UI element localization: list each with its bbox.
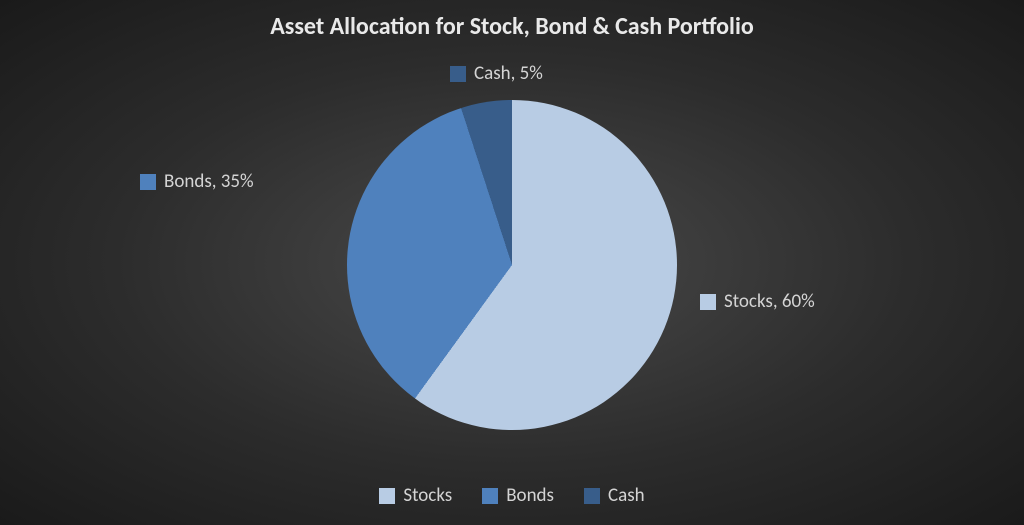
slice-label-cash-text: Cash, 5% (474, 62, 543, 85)
legend-swatch-stocks (379, 488, 395, 504)
chart-container: Asset Allocation for Stock, Bond & Cash … (0, 0, 1024, 525)
legend-label-cash: Cash (608, 484, 645, 507)
slice-label-cash: Cash, 5% (450, 62, 543, 85)
slice-swatch-cash (450, 66, 466, 82)
legend-swatch-cash (584, 488, 600, 504)
chart-title: Asset Allocation for Stock, Bond & Cash … (0, 12, 1024, 41)
legend-item-stocks: Stocks (379, 484, 452, 507)
slice-label-stocks-text: Stocks, 60% (724, 290, 815, 313)
legend-label-bonds: Bonds (506, 484, 554, 507)
slice-label-bonds-text: Bonds, 35% (164, 170, 254, 193)
slice-swatch-stocks (700, 294, 716, 310)
legend-swatch-bonds (482, 488, 498, 504)
pie-chart-disc (347, 100, 677, 430)
legend-item-bonds: Bonds (482, 484, 554, 507)
slice-label-bonds: Bonds, 35% (140, 170, 254, 193)
legend-item-cash: Cash (584, 484, 645, 507)
legend: Stocks Bonds Cash (0, 484, 1024, 507)
legend-label-stocks: Stocks (403, 484, 452, 507)
slice-swatch-bonds (140, 174, 156, 190)
slice-label-stocks: Stocks, 60% (700, 290, 815, 313)
pie-chart (347, 100, 677, 430)
